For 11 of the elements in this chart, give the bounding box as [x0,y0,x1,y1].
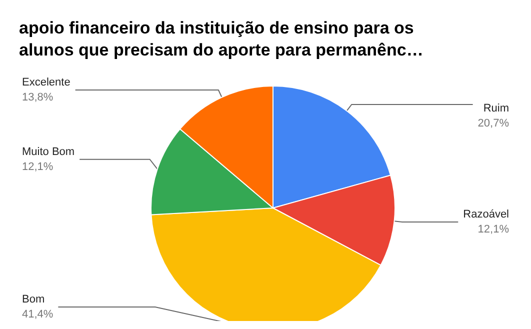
slice-label: Ruim [483,102,509,115]
slice-label: Bom [22,294,45,306]
slice-label: Excelente [22,76,70,89]
data-label: 12,1% [22,160,54,173]
data-label: 20,7% [478,118,510,130]
data-label: 12,1% [478,224,510,236]
slice-label: Muito Bom [22,146,75,158]
data-label: 13,8% [22,92,54,104]
slice-label: Razoável [463,208,509,221]
data-label: 41,4% [22,308,54,320]
chart-title: apoio financeiro da instituição de ensino para os alunos que precisam do aporte para permanênc… [19,18,424,60]
